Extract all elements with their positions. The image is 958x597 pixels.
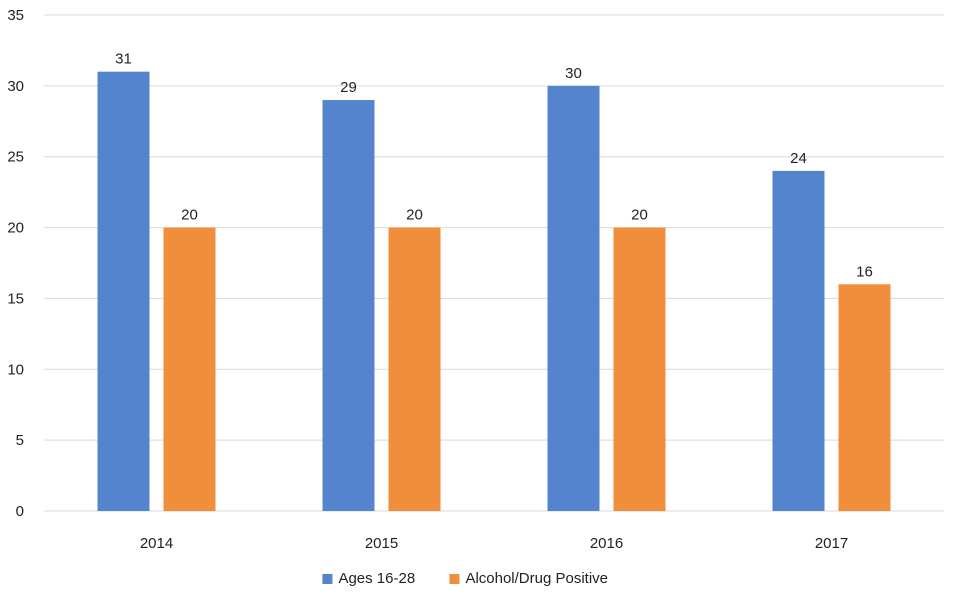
bars — [97, 71, 891, 512]
y-tick-label: 30 — [7, 78, 24, 95]
y-axis-ticks: 0 5 10 15 20 25 30 35 — [7, 7, 24, 520]
x-tick-label: 2014 — [140, 535, 173, 552]
data-label: 29 — [340, 79, 357, 96]
data-label: 24 — [790, 150, 807, 167]
bar-ages-16-28-2014 — [97, 71, 150, 511]
x-tick-label: 2017 — [815, 535, 848, 552]
bar-ages-16-28-2015 — [322, 100, 375, 512]
y-tick-label: 0 — [16, 503, 24, 520]
legend-swatch — [322, 574, 333, 584]
bar-alcohol-drug-positive-2015 — [388, 227, 441, 512]
bar-alcohol-drug-positive-2016 — [613, 227, 666, 512]
data-label: 20 — [406, 207, 423, 224]
legend: Ages 16-28 Alcohol/Drug Positive — [322, 570, 608, 587]
data-label: 30 — [565, 65, 582, 82]
data-label: 16 — [856, 263, 873, 280]
bar-alcohol-drug-positive-2014 — [163, 227, 216, 512]
legend-swatch — [449, 574, 460, 584]
y-tick-label: 15 — [7, 290, 24, 307]
y-tick-label: 10 — [7, 361, 24, 378]
data-label: 31 — [115, 51, 132, 68]
x-axis-ticks: 2014 2015 2016 2017 — [140, 535, 848, 552]
y-tick-label: 25 — [7, 149, 24, 166]
legend-label: Ages 16-28 — [338, 570, 415, 587]
y-tick-label: 20 — [7, 220, 24, 237]
data-labels: 31 20 29 20 30 20 24 16 — [115, 51, 873, 281]
bar-ages-16-28-2016 — [547, 85, 600, 511]
data-label: 20 — [631, 207, 648, 224]
x-tick-label: 2016 — [590, 535, 623, 552]
data-label: 20 — [181, 207, 198, 224]
y-tick-label: 5 — [16, 432, 24, 449]
y-tick-label: 35 — [7, 7, 24, 24]
x-tick-label: 2015 — [365, 535, 398, 552]
bar-ages-16-28-2017 — [772, 170, 825, 511]
legend-label: Alcohol/Drug Positive — [465, 570, 608, 587]
bar-alcohol-drug-positive-2017 — [838, 284, 891, 511]
